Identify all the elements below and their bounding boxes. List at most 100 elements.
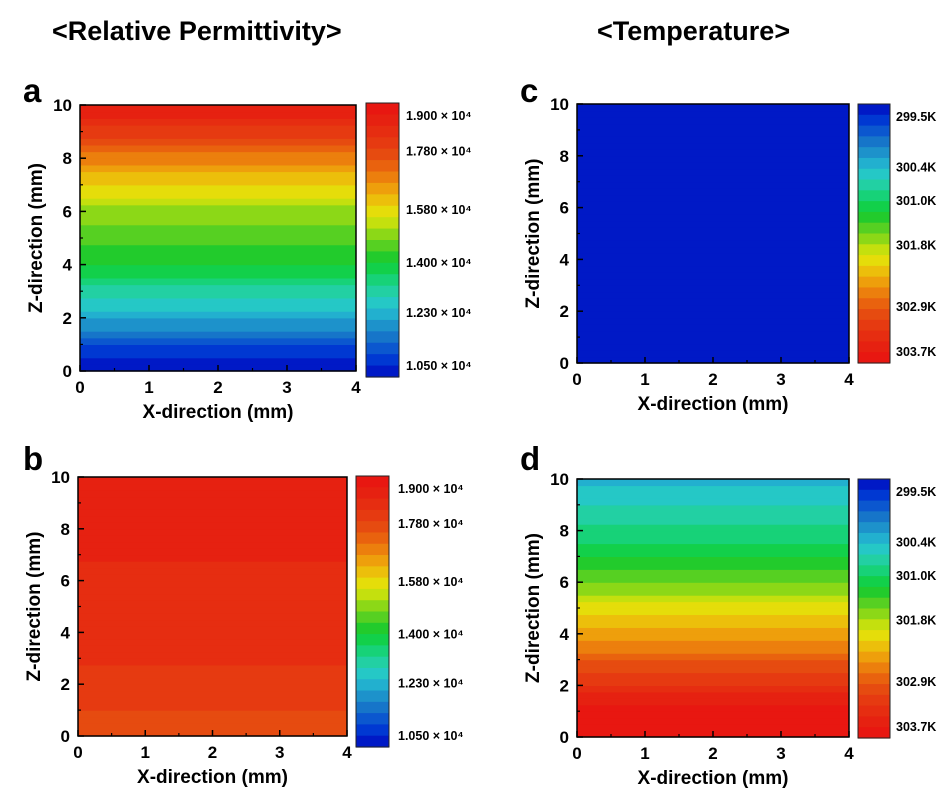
y-tick-label: 4 [61, 623, 71, 642]
colorbar-segment [858, 298, 890, 310]
heatmap-band [80, 271, 356, 279]
heatmap-band [80, 357, 356, 365]
heatmap-band [577, 116, 849, 125]
colorbar-segment [858, 287, 890, 299]
y-axis-label: Z-direction (mm) [26, 163, 47, 313]
x-tick-label: 0 [572, 744, 581, 763]
heatmap-band [577, 201, 849, 209]
heatmap-band [577, 265, 849, 273]
colorbar-segment [858, 511, 890, 523]
heatmap-band [78, 664, 347, 672]
colorbar-segment [366, 297, 399, 310]
heatmap-band [78, 509, 347, 517]
colorbar-segment [366, 365, 399, 378]
heatmap-band [577, 330, 849, 338]
heatmap-band [577, 181, 849, 189]
heatmap-band [80, 118, 356, 126]
colorbar-segment [858, 319, 890, 332]
heatmap-band [577, 104, 849, 112]
x-tick-label: 4 [844, 370, 854, 389]
heatmap-band [577, 588, 849, 596]
colorbar-label: 301.0K [896, 194, 936, 208]
y-axis-label: Z-direction (mm) [523, 533, 544, 683]
colorbar-segment [858, 630, 890, 642]
colorbar-segment [858, 640, 890, 653]
colorbar-segment [858, 190, 890, 202]
heatmap-band [577, 614, 849, 622]
x-axis-label: X-direction (mm) [137, 767, 288, 788]
colorbar-label: 300.4K [896, 535, 936, 549]
panel-letter: c [520, 72, 538, 109]
colorbar-segment [356, 600, 389, 613]
heatmap-band [577, 524, 849, 532]
heatmap-band [577, 155, 849, 163]
colorbar-segment [356, 724, 389, 737]
colorbar-segment [366, 205, 399, 218]
colorbar-segment [366, 217, 399, 230]
heatmap-band [80, 304, 356, 312]
heatmap-band [577, 317, 849, 325]
colorbar-label: 1.400 × 10⁴ [398, 627, 464, 641]
heatmap-band [78, 710, 347, 718]
x-tick-label: 3 [275, 743, 284, 762]
colorbar-segment [858, 576, 890, 588]
y-tick-label: 6 [61, 572, 70, 591]
x-axis-label: X-direction (mm) [638, 394, 789, 415]
heatmap-band [78, 651, 347, 659]
heatmap-band [577, 259, 849, 267]
heatmap-band [80, 277, 356, 286]
colorbar-segment [858, 201, 890, 213]
heatmap-band [78, 554, 347, 562]
colorbar-segment [858, 309, 890, 321]
colorbar-segment [858, 179, 890, 191]
colorbar-segment [366, 103, 399, 116]
heatmap-band [80, 351, 356, 359]
colorbar-label: 1.400 × 10⁴ [406, 256, 472, 270]
heatmap-band [577, 324, 849, 332]
colorbar-segment [858, 255, 890, 267]
heatmap-band [80, 311, 356, 319]
heading-temperature: <Temperature> [597, 16, 791, 46]
colorbar-segment [366, 319, 399, 332]
heatmap-band [577, 233, 849, 241]
colorbar-segment [356, 611, 389, 624]
heatmap-band [78, 690, 347, 698]
heatmap-band [577, 685, 849, 693]
x-tick-label: 3 [282, 378, 291, 397]
y-axis-label: Z-direction (mm) [24, 532, 45, 682]
colorbar-segment [858, 662, 890, 674]
colorbar-label: 1.230 × 10⁴ [406, 306, 472, 320]
y-tick-label: 10 [550, 470, 569, 489]
heatmap-band [78, 567, 347, 575]
heatmap-band [78, 684, 347, 692]
heatmap-band [577, 562, 849, 570]
colorbar-segment [858, 489, 890, 502]
colorbar-segment [858, 608, 890, 620]
heatmap-band [80, 257, 356, 266]
heatmap-band [78, 593, 347, 601]
heatmap-band [577, 608, 849, 616]
colorbar-segment [858, 330, 890, 343]
panel-c: c 0 1 2 3 4 0 2 4 6 8 10 X-direction (mm) Z-direction… [520, 72, 936, 415]
colorbar-segment [366, 114, 399, 127]
colorbar-segment [366, 308, 399, 321]
colorbar-segment [858, 554, 890, 566]
heatmap-band [577, 110, 849, 118]
colorbar-label: 300.4K [896, 160, 936, 174]
colorbar-segment [858, 651, 890, 664]
heading-relative-permittivity: <Relative Permittivity> [52, 16, 342, 46]
heatmap-band [577, 633, 849, 641]
y-tick-label: 4 [63, 256, 73, 275]
heatmap-band [577, 298, 849, 306]
heatmap-band [577, 214, 849, 222]
y-tick-label: 8 [560, 147, 569, 166]
heatmap-band [577, 498, 849, 506]
heatmap-band [78, 522, 347, 530]
heatmap-band [78, 645, 347, 653]
heatmap-band [577, 479, 849, 487]
heatmap-band [577, 239, 849, 248]
x-tick-label: 2 [213, 378, 222, 397]
heatmap-band [78, 574, 347, 582]
colorbar-segment [356, 645, 389, 658]
heatmap-band [577, 149, 849, 157]
